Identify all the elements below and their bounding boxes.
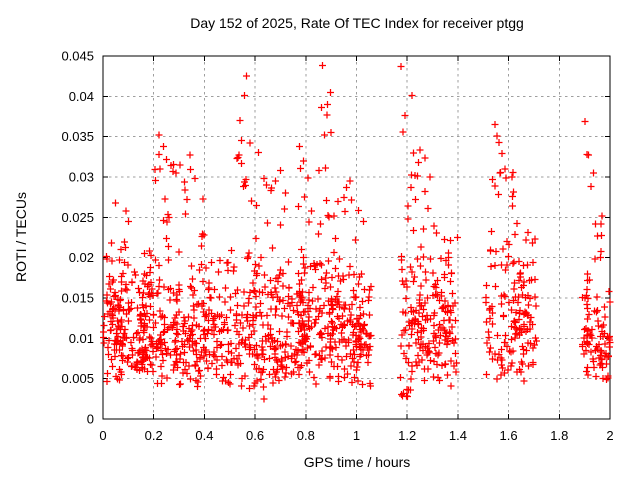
x-tick-label: 1.2: [398, 428, 416, 443]
y-tick-label: 0.005: [61, 371, 94, 386]
x-tick-label: 0.2: [145, 428, 163, 443]
data-points-roti: [100, 62, 614, 403]
x-axis-label: GPS time / hours: [303, 454, 411, 470]
x-tick-label: 1.6: [500, 428, 518, 443]
axis-ticks: [102, 55, 611, 420]
y-tick-label: 0.02: [69, 250, 94, 265]
y-tick-label: 0.045: [61, 49, 94, 64]
x-tick-label: 1.8: [550, 428, 568, 443]
x-tick-label: 0.6: [246, 428, 264, 443]
y-tick-label: 0.04: [69, 89, 94, 104]
x-tick-label: 0: [99, 428, 106, 443]
x-tick-label: 2: [606, 428, 613, 443]
x-tick-label: 1.4: [449, 428, 467, 443]
y-tick-label: 0: [87, 412, 94, 427]
x-tick-label: 0.4: [195, 428, 213, 443]
y-tick-label: 0.035: [61, 129, 94, 144]
x-tick-label: 0.8: [297, 428, 315, 443]
x-tick-label: 1: [353, 428, 360, 443]
y-tick-label: 0.01: [69, 331, 94, 346]
y-tick-label: 0.015: [61, 291, 94, 306]
y-tick-label: 0.03: [69, 170, 94, 185]
chart-title: Day 152 of 2025, Rate Of TEC Index for r…: [190, 15, 524, 31]
y-tick-label: 0.025: [61, 210, 94, 225]
